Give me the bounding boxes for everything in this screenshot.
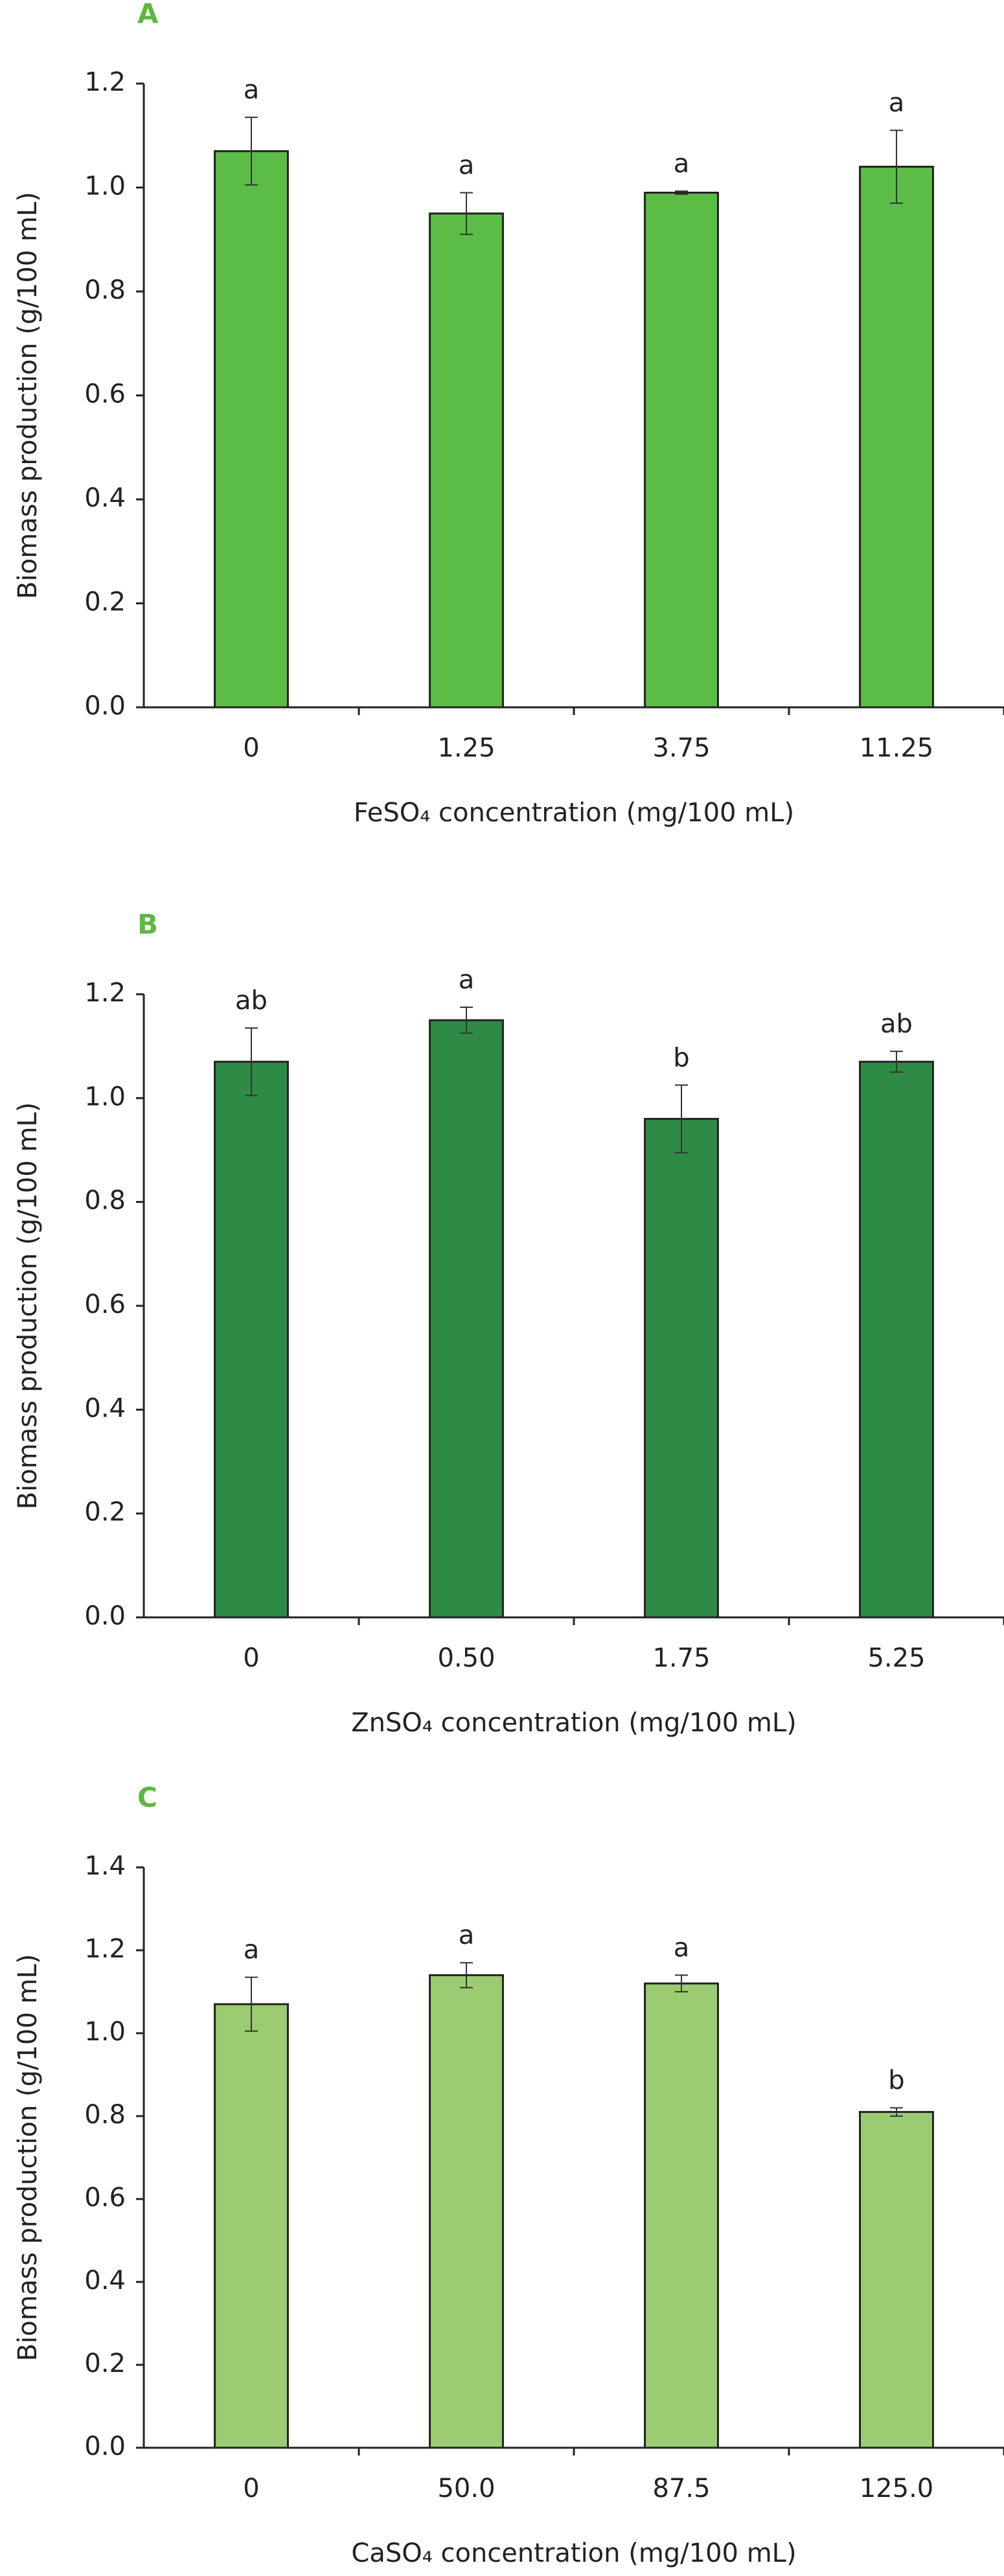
y-tick-label: 0.4 bbox=[84, 1393, 126, 1423]
significance-letter: a bbox=[889, 88, 905, 118]
y-tick-label: 0.0 bbox=[84, 691, 126, 721]
x-axis-label: ZnSO₄ concentration (mg/100 mL) bbox=[351, 1708, 796, 1738]
x-tick-label: 1.25 bbox=[437, 733, 495, 763]
bar bbox=[214, 150, 289, 709]
significance-letter: a bbox=[459, 965, 475, 995]
x-tick-label: 0 bbox=[243, 2474, 259, 2503]
y-tick-label: 0.0 bbox=[84, 1601, 126, 1631]
bar bbox=[644, 1982, 719, 2449]
significance-letter: a bbox=[674, 149, 690, 179]
y-tick-label: 1.2 bbox=[84, 1934, 126, 1964]
x-tick-label: 11.25 bbox=[860, 733, 934, 763]
panel-label: B bbox=[137, 909, 158, 940]
bar bbox=[644, 192, 719, 709]
x-axis-label: CaSO₄ concentration (mg/100 mL) bbox=[351, 2538, 796, 2568]
panel-label: A bbox=[137, 0, 159, 30]
y-tick-label: 0.2 bbox=[84, 2349, 126, 2378]
significance-letter: ab bbox=[880, 1009, 913, 1039]
y-tick-label: 0.6 bbox=[84, 2183, 126, 2213]
y-tick-label: 0.8 bbox=[84, 2100, 126, 2130]
x-tick-label: 50.0 bbox=[437, 2474, 495, 2503]
x-tick-label: 125.0 bbox=[860, 2474, 934, 2503]
x-tick-label: 1.75 bbox=[652, 1643, 710, 1673]
significance-letter: a bbox=[459, 1921, 475, 1950]
y-tick-label: 1.0 bbox=[84, 1082, 126, 1111]
y-tick-label: 0.0 bbox=[84, 2432, 126, 2461]
x-tick-label: 0 bbox=[243, 1643, 259, 1673]
bar bbox=[429, 1019, 504, 1619]
bar bbox=[644, 1117, 719, 1619]
y-tick-label: 0.4 bbox=[84, 483, 126, 513]
significance-letter: a bbox=[459, 151, 475, 181]
y-tick-label: 0.2 bbox=[84, 1498, 126, 1527]
significance-letter: b bbox=[673, 1043, 689, 1073]
x-tick-label: 5.25 bbox=[867, 1643, 925, 1673]
x-tick-label: 0.50 bbox=[437, 1643, 495, 1673]
y-tick-label: 0.2 bbox=[84, 587, 126, 617]
y-tick-label: 0.6 bbox=[84, 1290, 126, 1319]
bar bbox=[859, 1060, 934, 1619]
y-tick-label: 0.4 bbox=[84, 2266, 126, 2296]
significance-letter: b bbox=[888, 2066, 904, 2095]
significance-letter: a bbox=[244, 75, 260, 105]
x-tick-label: 3.75 bbox=[652, 733, 710, 763]
y-tick-label: 1.4 bbox=[84, 1851, 126, 1881]
y-tick-label: 1.2 bbox=[84, 67, 126, 97]
bar bbox=[214, 2003, 289, 2449]
y-tick-label: 1.0 bbox=[84, 2017, 126, 2047]
y-tick-label: 1.0 bbox=[84, 172, 126, 201]
panel-label: C bbox=[137, 1782, 157, 1814]
x-axis-label: FeSO₄ concentration (mg/100 mL) bbox=[354, 798, 794, 828]
y-tick-label: 0.8 bbox=[84, 275, 126, 305]
bar bbox=[859, 2111, 934, 2449]
bar bbox=[214, 1060, 289, 1619]
x-tick-label: 87.5 bbox=[652, 2474, 710, 2503]
significance-letter: a bbox=[674, 1933, 690, 1963]
y-tick-label: 0.6 bbox=[84, 380, 126, 409]
y-axis-label: Biomass production (g/100 mL) bbox=[13, 1102, 43, 1510]
y-tick-label: 0.8 bbox=[84, 1186, 126, 1216]
y-axis-label: Biomass production (g/100 mL) bbox=[13, 192, 43, 599]
significance-letter: a bbox=[244, 1935, 260, 1965]
y-axis-label: Biomass production (g/100 mL) bbox=[13, 1954, 43, 2362]
bar bbox=[429, 1974, 504, 2449]
x-tick-label: 0 bbox=[243, 733, 259, 763]
y-tick-label: 1.2 bbox=[84, 978, 126, 1008]
bar bbox=[429, 212, 504, 709]
significance-letter: ab bbox=[235, 986, 268, 1016]
bar bbox=[859, 165, 934, 709]
